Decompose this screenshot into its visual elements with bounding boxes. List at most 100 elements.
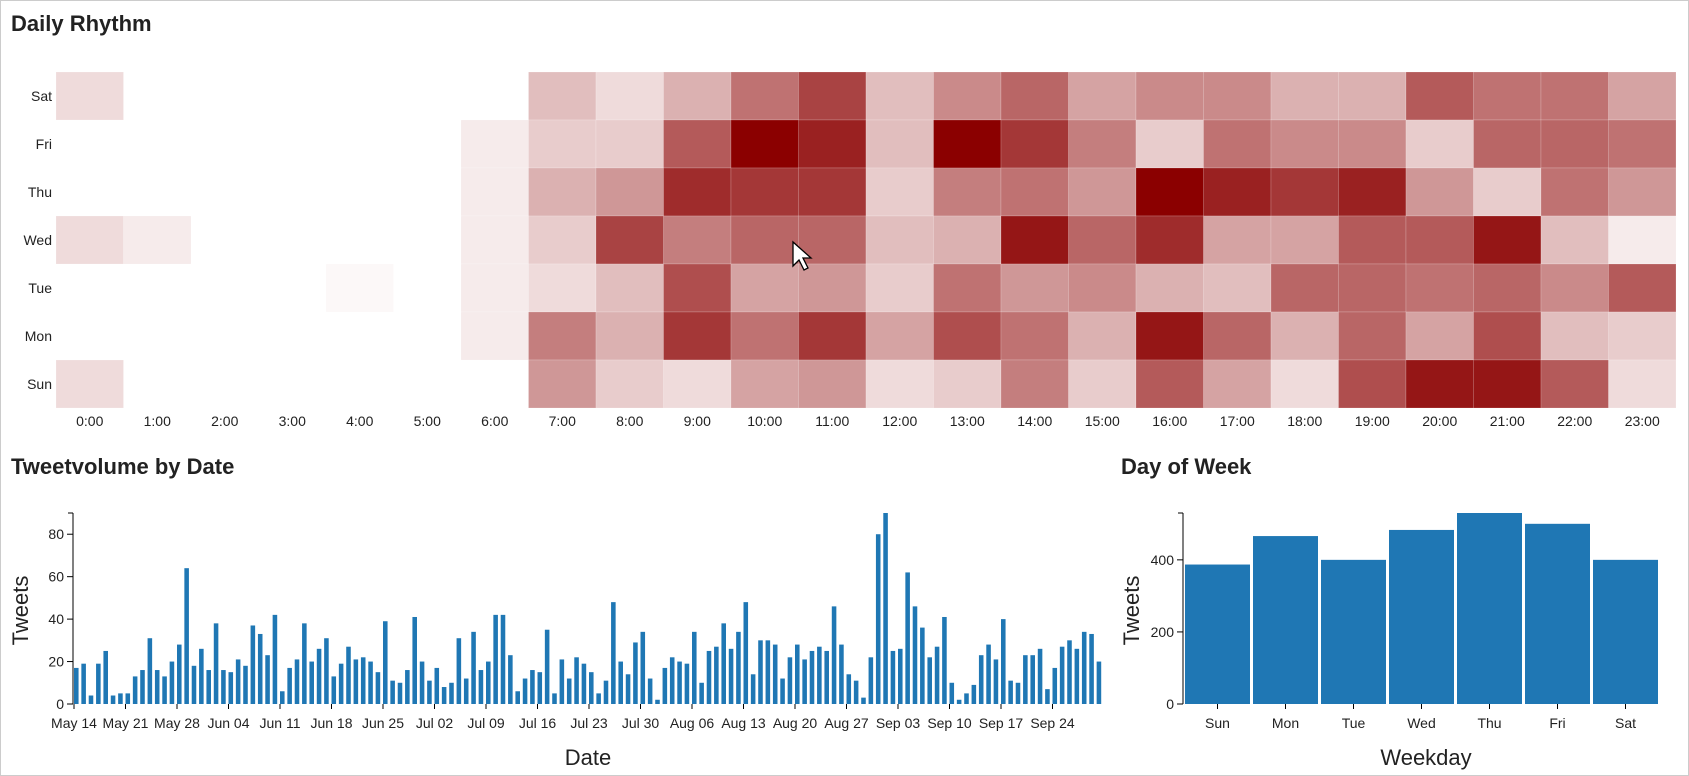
heatmap-cell-fri-13	[933, 119, 1002, 169]
heatmap-cell-sat-4	[326, 72, 394, 120]
date-x-tick-label: Jul 09	[467, 715, 505, 731]
heatmap-cell-fri-6	[460, 119, 529, 169]
heatmap-cell-sat-10	[730, 71, 799, 121]
heatmap-cell-wed-6	[460, 215, 529, 265]
heatmap-cell-thu-7	[528, 167, 597, 217]
week-x-axis-title: Weekday	[1380, 745, 1471, 770]
date-bar	[375, 672, 381, 704]
heatmap-cell-wed-10	[730, 215, 799, 265]
date-bar	[132, 676, 138, 704]
heatmap-cell-mon-17	[1203, 311, 1272, 361]
date-bar	[824, 650, 829, 704]
date-bar	[574, 657, 579, 704]
date-y-tick-label: 40	[48, 611, 64, 627]
heatmap-cell-mon-5	[393, 312, 461, 360]
daily-rhythm-heatmap: Sat Fri Thu Wed Tue Mon Sun 0:00 1:00 2:00 3:00 4:0…	[23, 71, 1677, 429]
heatmap-x-tick-label: 14:00	[1017, 413, 1052, 429]
heatmap-cell-thu-14	[1000, 167, 1069, 217]
heatmap-x-tick-label: 20:00	[1422, 413, 1457, 429]
heatmap-cell-tue-18	[1270, 263, 1339, 313]
heatmap-cell-sat-9	[663, 71, 732, 121]
heatmap-cell-sun-16	[1135, 359, 1204, 409]
heatmap-cell-thu-5	[393, 168, 461, 216]
date-bar	[787, 657, 793, 704]
date-bar	[596, 693, 601, 704]
heatmap-cell-mon-18	[1270, 311, 1339, 361]
date-bar	[184, 568, 189, 704]
heatmap-x-tick-label: 17:00	[1220, 413, 1255, 429]
date-bar	[1074, 648, 1080, 704]
week-bar-wed	[1389, 529, 1454, 704]
date-x-tick-label: Sep 24	[1030, 715, 1075, 731]
date-bar	[559, 659, 565, 704]
date-bar	[640, 631, 646, 704]
date-bar	[316, 648, 322, 704]
date-bar	[868, 657, 874, 704]
date-bar	[405, 670, 410, 704]
heatmap-cell-tue-2	[191, 264, 259, 312]
heatmap-cell-sat-13	[933, 71, 1002, 121]
heatmap-cell-fri-17	[1203, 119, 1272, 169]
date-y-tick-label: 60	[48, 569, 64, 585]
date-x-tick-label: Jul 16	[519, 715, 557, 731]
heatmap-cell-tue-7	[528, 263, 597, 313]
date-bar	[360, 657, 366, 704]
heatmap-cell-wed-12	[865, 215, 934, 265]
heatmap-cell-thu-17	[1203, 167, 1272, 217]
date-bar	[169, 661, 175, 704]
heatmap-cell-wed-20	[1405, 215, 1474, 265]
date-x-tick-label: May 14	[51, 715, 97, 731]
date-bar	[927, 657, 932, 704]
heatmap-cell-fri-8	[595, 119, 664, 169]
date-bar	[1037, 648, 1043, 704]
date-bar	[920, 627, 925, 704]
heatmap-cell-fri-12	[865, 119, 934, 169]
date-bar	[427, 680, 432, 704]
heatmap-cell-sun-2	[191, 360, 259, 408]
date-bar	[1096, 661, 1102, 704]
heatmap-cell-thu-21	[1473, 167, 1542, 217]
week-bar-mon	[1253, 536, 1318, 704]
heatmap-cell-wed-3	[258, 216, 326, 264]
heatmap-y-tick-label: Sun	[27, 376, 52, 392]
heatmap-cell-sun-23	[1608, 359, 1677, 409]
date-bar	[287, 667, 292, 704]
date-bar	[839, 644, 844, 704]
heatmap-cell-sat-1	[123, 72, 191, 120]
heatmap-cell-sat-22	[1540, 71, 1609, 121]
date-bar	[802, 659, 807, 704]
date-bar	[831, 606, 837, 704]
date-bar	[795, 644, 800, 704]
date-bar	[956, 699, 962, 704]
date-bar	[118, 693, 123, 704]
date-bar	[964, 693, 969, 704]
heatmap-cell-sat-21	[1473, 71, 1542, 121]
date-bar	[199, 648, 204, 704]
week-y-tick-label: 0	[1166, 696, 1174, 712]
heatmap-cell-sat-17	[1203, 71, 1272, 121]
heatmap-cell-fri-19	[1338, 119, 1407, 169]
date-bar	[978, 655, 984, 704]
date-bar	[419, 661, 425, 704]
date-x-tick-label: Aug 06	[670, 715, 715, 731]
heatmap-x-tick-label: 19:00	[1355, 413, 1390, 429]
heatmap-cell-wed-5	[393, 216, 461, 264]
date-bar	[500, 614, 506, 704]
heatmap-cell-thu-3	[258, 168, 326, 216]
heatmap-cell-thu-16	[1135, 167, 1204, 217]
week-bar-thu	[1457, 513, 1522, 704]
heatmap-cell-thu-22	[1540, 167, 1609, 217]
date-bar	[265, 655, 270, 704]
heatmap-cell-sat-8	[595, 71, 664, 121]
date-x-tick-label: Jun 25	[362, 715, 404, 731]
heatmap-cell-tue-5	[393, 264, 461, 312]
heatmap-cell-sun-4	[326, 360, 394, 408]
heatmap-cell-tue-8	[595, 263, 664, 313]
heatmap-cell-sun-1	[123, 360, 191, 408]
heatmap-x-tick-label: 1:00	[144, 413, 171, 429]
date-bar	[515, 691, 520, 704]
date-bar	[728, 648, 734, 704]
heatmap-y-tick-label: Tue	[28, 280, 52, 296]
heatmap-cell-sun-11	[798, 359, 867, 409]
date-bar	[110, 695, 116, 704]
